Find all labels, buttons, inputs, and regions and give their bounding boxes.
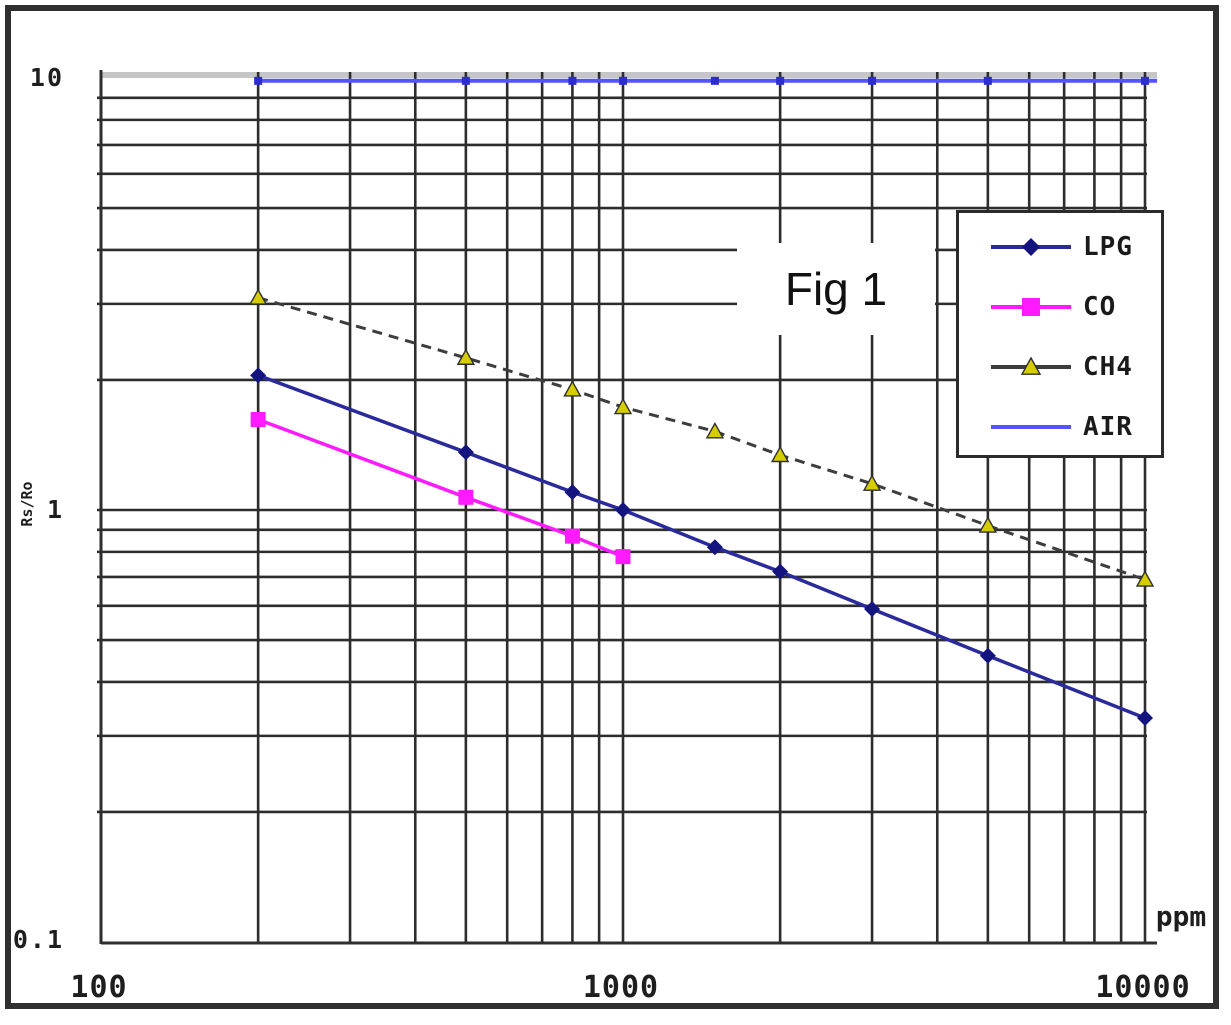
legend-item-air: AIR [959,397,1161,457]
series-ch4 [248,288,1155,587]
legend-sample-co [991,298,1071,316]
legend-sample-ch4 [991,356,1071,375]
legend-item-lpg: LPG [959,217,1161,277]
series-co [250,411,631,565]
figure-caption: Fig 1 [737,243,935,335]
legend-sample-lpg [991,238,1071,256]
grid [97,72,1157,943]
legend-item-ch4: CH4 [959,337,1161,397]
legend-label-ch4: CH4 [1083,352,1133,382]
legend-label-lpg: LPG [1083,232,1133,262]
co-line [257,417,624,559]
series-lpg [250,367,1153,727]
legend-sample-air [991,425,1071,429]
series-air [254,76,1157,85]
x-tick-10000: 10000 [1095,970,1191,1005]
legend-label-air: AIR [1083,412,1133,442]
legend-item-co: CO [959,277,1161,337]
legend: LPG CO CH4 AIR [956,210,1164,458]
x-tick-1000: 1000 [582,970,660,1005]
y-tick-1: 1 [46,495,64,524]
y-tick-0-1: 0.1 [12,925,64,954]
x-tick-100: 100 [70,970,128,1005]
legend-label-co: CO [1083,292,1117,322]
x-axis-unit-label: ppm [1155,900,1207,933]
y-axis-title: Rs/Ro [18,481,36,527]
axes [99,70,1157,945]
y-tick-10: 10 [29,63,64,92]
